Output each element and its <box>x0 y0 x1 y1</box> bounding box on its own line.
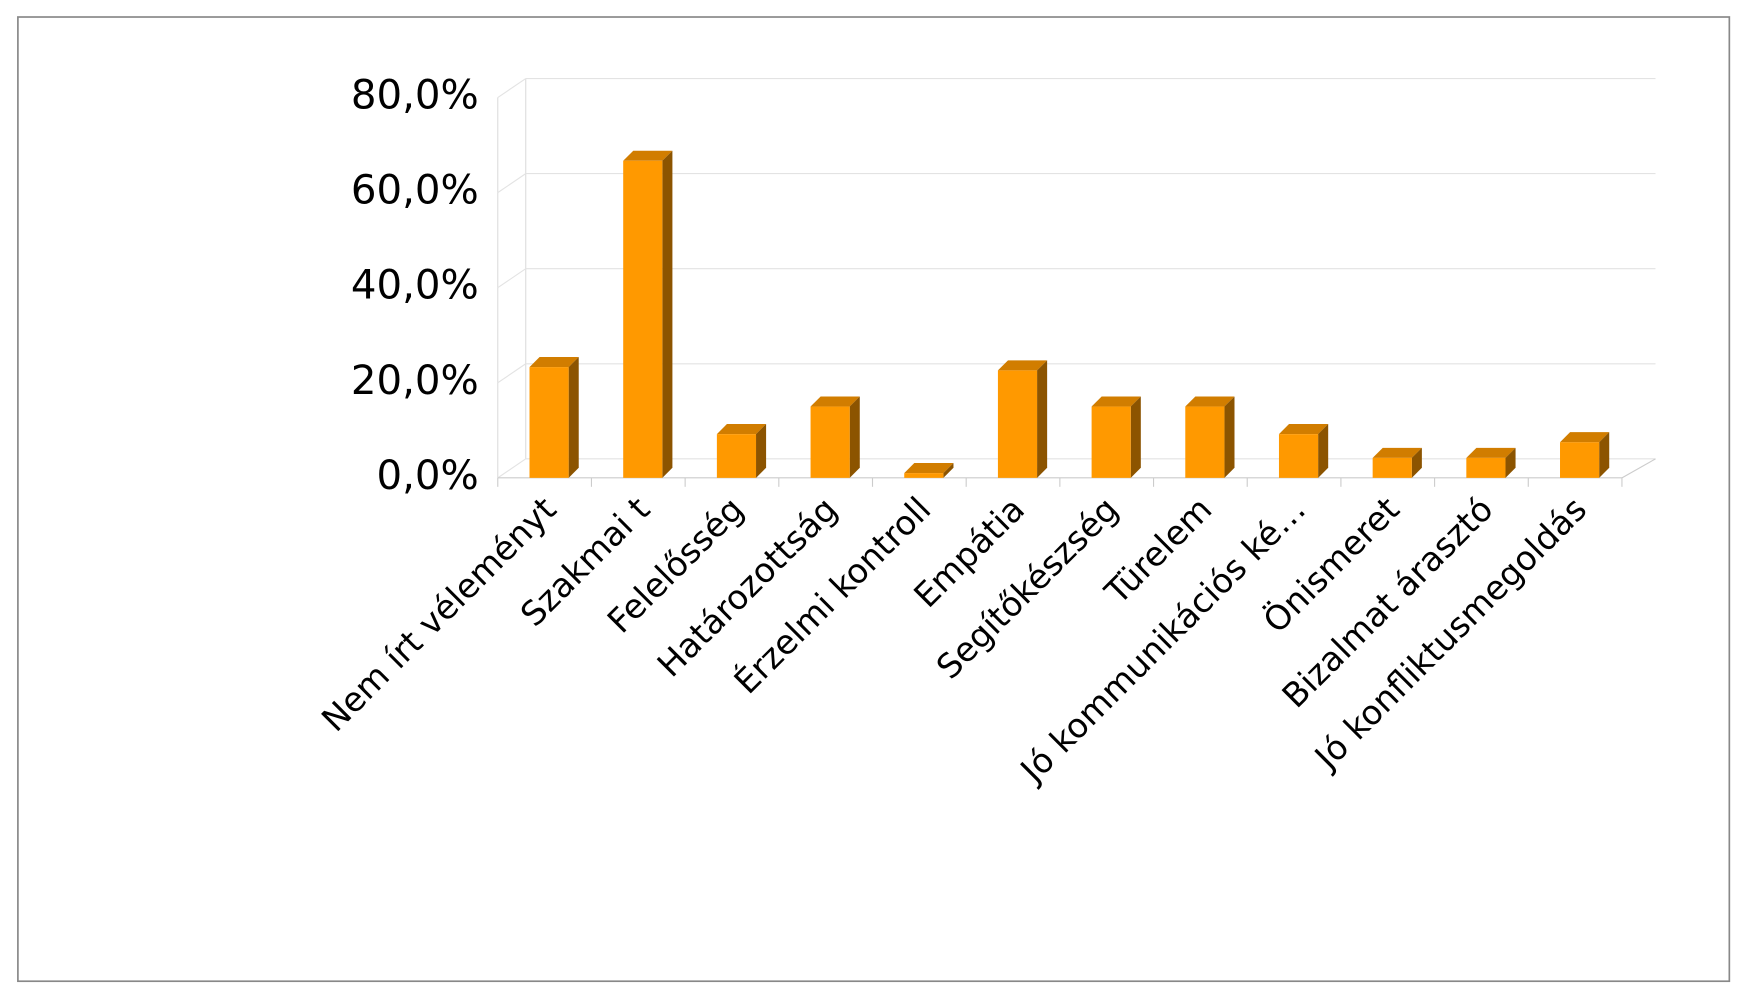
bar-side <box>849 396 860 478</box>
bar <box>1466 447 1516 478</box>
bar-front <box>1560 442 1600 478</box>
bar-top <box>997 360 1048 371</box>
bar-front <box>1466 457 1506 478</box>
bar-front <box>1091 406 1131 478</box>
bar <box>1560 432 1610 478</box>
wall-grid-line <box>497 78 527 99</box>
wall-grid-line <box>497 173 527 194</box>
bar <box>716 424 767 478</box>
bar <box>810 396 860 478</box>
bar-side <box>1037 360 1048 478</box>
bar <box>904 463 954 478</box>
wall-grid-line <box>497 363 527 384</box>
bar-top <box>1560 432 1610 443</box>
floor-edge <box>1621 458 1656 479</box>
bar-front <box>997 370 1038 478</box>
bar <box>997 360 1048 478</box>
bar-top <box>623 150 673 161</box>
bar-side <box>1318 424 1329 478</box>
bar-front <box>623 160 663 478</box>
y-tick-label: 80,0% <box>351 73 479 119</box>
chart-frame <box>17 16 1731 983</box>
bar-front <box>1185 406 1225 478</box>
bar-top <box>1372 447 1422 458</box>
bar-front <box>810 406 850 478</box>
y-tick-label: 40,0% <box>351 263 479 309</box>
bar <box>623 150 673 478</box>
bar-top <box>904 463 954 474</box>
bar-top <box>1466 447 1516 458</box>
bar-side <box>1599 432 1610 478</box>
y-tick-label: 60,0% <box>351 168 479 214</box>
bar-side <box>1411 447 1422 478</box>
wall-grid-line <box>497 458 527 479</box>
bar <box>1091 396 1141 478</box>
bar-side <box>943 463 954 478</box>
y-tick-label: 0,0% <box>376 453 478 499</box>
bar-front <box>716 434 757 478</box>
bar <box>1278 424 1329 478</box>
bar-top <box>529 357 579 368</box>
grid-layer <box>497 77 1656 487</box>
bar-front <box>1278 434 1319 478</box>
bar-front <box>1372 457 1412 478</box>
bar-top <box>716 424 767 435</box>
bar <box>529 357 579 478</box>
y-tick-label: 20,0% <box>351 358 479 404</box>
bar-top <box>1278 424 1329 435</box>
bars-layer <box>529 150 1610 478</box>
bar <box>1185 396 1235 478</box>
bar-top <box>1091 396 1141 407</box>
bar-side <box>568 357 579 478</box>
bar-front <box>904 473 944 478</box>
bar-top <box>1185 396 1235 407</box>
bar-side <box>756 424 767 478</box>
bar-side <box>1224 396 1235 478</box>
bar <box>1372 447 1422 478</box>
bar-side <box>1130 396 1141 478</box>
wall-grid-line <box>497 268 527 289</box>
bar-side <box>662 150 673 478</box>
bar-front <box>529 367 569 478</box>
bar-side <box>1505 447 1516 478</box>
bar-top <box>810 396 860 407</box>
